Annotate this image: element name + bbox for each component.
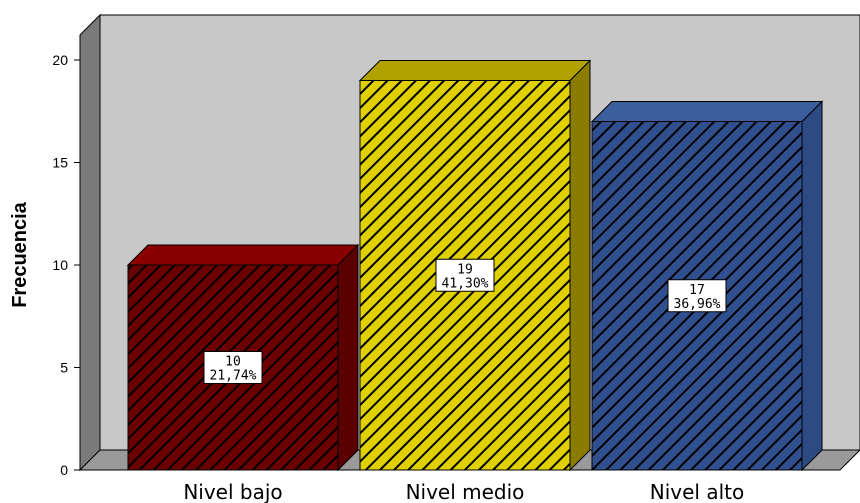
data-label-percent: 36,96% <box>674 297 721 312</box>
bar-top <box>590 101 824 122</box>
y-tick-label: 15 <box>52 155 68 171</box>
x-axis-tick-labels: Nivel bajo Nivel medio Nivel alto <box>183 480 744 503</box>
y-tick-label: 0 <box>60 462 68 478</box>
data-label-box <box>435 258 495 292</box>
data-label-percent: 41,30% <box>442 276 489 291</box>
data-label-percent: 21,74% <box>210 369 257 384</box>
y-tick-label: 5 <box>60 360 68 376</box>
y-tick-label: 20 <box>52 52 68 68</box>
y-axis-ticks: 0 5 10 15 20 <box>52 52 80 478</box>
data-label-count: 17 <box>689 283 705 298</box>
y-axis-label: Frecuencia <box>9 201 31 307</box>
y-tick-label: 10 <box>52 257 68 273</box>
data-label-count: 10 <box>225 355 241 370</box>
bar-top <box>126 244 360 266</box>
bar-side <box>569 59 591 472</box>
x-tick-label: Nivel medio <box>406 480 525 503</box>
left-wall <box>79 13 101 472</box>
x-tick-label: Nivel bajo <box>183 480 282 503</box>
data-label-box <box>203 351 263 384</box>
x-tick-label: Nivel alto <box>650 480 744 503</box>
data-label-box <box>667 279 727 313</box>
bar-side <box>337 243 359 472</box>
bar-top <box>358 60 592 81</box>
bar-side <box>801 100 823 472</box>
data-label-count: 19 <box>457 262 473 277</box>
